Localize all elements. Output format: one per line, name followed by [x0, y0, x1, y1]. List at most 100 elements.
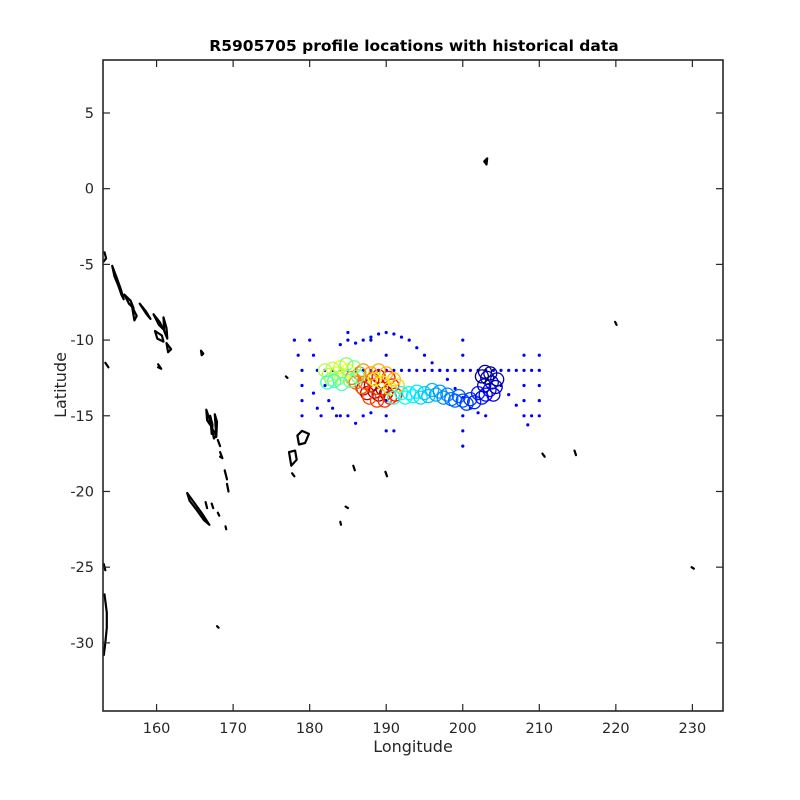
historical-data-point [300, 368, 304, 372]
coastline-segment [210, 502, 215, 510]
historical-data-point [392, 332, 396, 336]
historical-data-point [323, 383, 327, 388]
profile-location-marker [348, 375, 363, 390]
coastline-segment [111, 264, 125, 301]
historical-data-point [300, 399, 304, 403]
y-tick-label: -30 [70, 636, 94, 652]
coastline-segment [104, 361, 110, 369]
coastline-segment [352, 464, 356, 472]
y-tick-label: -10 [70, 333, 94, 349]
historical-data-point [399, 368, 404, 372]
historical-data-point [377, 332, 381, 336]
historical-data-point [415, 368, 419, 372]
historical-data-point [311, 391, 316, 395]
profile-location-marker [375, 375, 390, 390]
coastline-segment [224, 525, 228, 531]
profile-location-marker [436, 390, 451, 405]
historical-data-point [522, 368, 526, 372]
historical-data-point [354, 421, 358, 425]
historical-data-point [453, 386, 457, 391]
coastline-segment [131, 305, 138, 322]
historical-data-point [361, 338, 365, 342]
historical-data-point [354, 341, 358, 345]
historical-data-point [300, 383, 304, 388]
historical-data-point [346, 330, 350, 335]
profile-locations-layer [317, 357, 505, 411]
historical-data-point [415, 346, 419, 350]
profile-location-marker [386, 390, 402, 405]
profile-location-marker [424, 382, 440, 398]
historical-data-point [484, 414, 488, 418]
historical-data-point [296, 353, 300, 357]
historical-data-point [438, 368, 442, 372]
profile-location-marker [477, 364, 493, 380]
y-tick-label: 5 [85, 106, 94, 122]
historical-data-point [361, 414, 365, 418]
x-tick-label: 220 [602, 721, 630, 737]
historical-data-point [537, 383, 541, 388]
coastline-segment [483, 157, 489, 166]
coastline-segment [204, 501, 209, 510]
coastline-segment [216, 438, 222, 448]
historical-data-point [292, 338, 296, 342]
profile-location-marker [377, 393, 392, 408]
historical-data-point [369, 335, 373, 339]
coastline-segment [541, 452, 546, 458]
coastline-segment [186, 491, 211, 526]
axes-frame [102, 59, 724, 712]
historical-data-point [445, 377, 449, 381]
profile-location-marker [474, 369, 490, 384]
x-tick-label: 200 [449, 721, 477, 737]
coastline-segment [344, 505, 349, 510]
historical-data-point [319, 414, 323, 418]
historical-data-point [526, 423, 530, 427]
historical-data-point [522, 414, 526, 418]
coastline-segment [296, 429, 310, 446]
coastline-segment [199, 349, 205, 357]
profile-location-marker [428, 387, 444, 402]
profile-location-marker [339, 357, 354, 372]
coastline-segment [165, 342, 173, 354]
profile-location-marker [334, 376, 349, 392]
historical-data-point [530, 368, 534, 372]
historical-data-point [384, 353, 388, 357]
y-axis-label: Latitude [51, 352, 70, 418]
historical-data-point [384, 429, 388, 433]
axes-layer: 160 170 180 190 200 210 220 230 5 0 -5 -10 -15 -20 -25… [70, 59, 724, 737]
x-tick-label: 180 [296, 721, 324, 737]
historical-data-point [461, 444, 465, 448]
historical-data-point [461, 353, 465, 357]
coastline-segment [287, 449, 298, 467]
historical-data-point [461, 368, 465, 372]
historical-data-point [338, 343, 342, 347]
historical-data-point [522, 399, 526, 403]
x-tick-label: 190 [372, 721, 400, 737]
profile-location-marker [362, 390, 377, 405]
historical-data-point [315, 406, 319, 410]
profile-location-marker [451, 388, 467, 404]
coastline-segment [384, 470, 389, 478]
historical-data-point [338, 414, 342, 418]
historical-data-point [308, 338, 312, 342]
coastline-segment [284, 375, 289, 379]
profile-location-marker [343, 373, 358, 389]
x-tick-label: 230 [679, 721, 707, 737]
historical-data-point [327, 399, 331, 403]
historical-data-point [407, 338, 411, 342]
historical-data-point [491, 368, 495, 372]
historical-data-point [311, 353, 316, 357]
profile-location-marker [480, 370, 495, 386]
historical-data-point [300, 414, 304, 418]
historical-data-point [346, 414, 350, 418]
historical-data-point [384, 414, 388, 418]
coastline-segment [215, 625, 220, 629]
historical-data-point [422, 368, 427, 372]
historical-data-point [453, 368, 457, 372]
historical-data-point [499, 368, 503, 372]
profile-location-marker [455, 393, 470, 408]
historical-data-point [407, 368, 411, 372]
x-tick-label: 210 [525, 721, 553, 737]
historical-data-point [461, 414, 465, 418]
profile-location-marker [486, 387, 501, 402]
